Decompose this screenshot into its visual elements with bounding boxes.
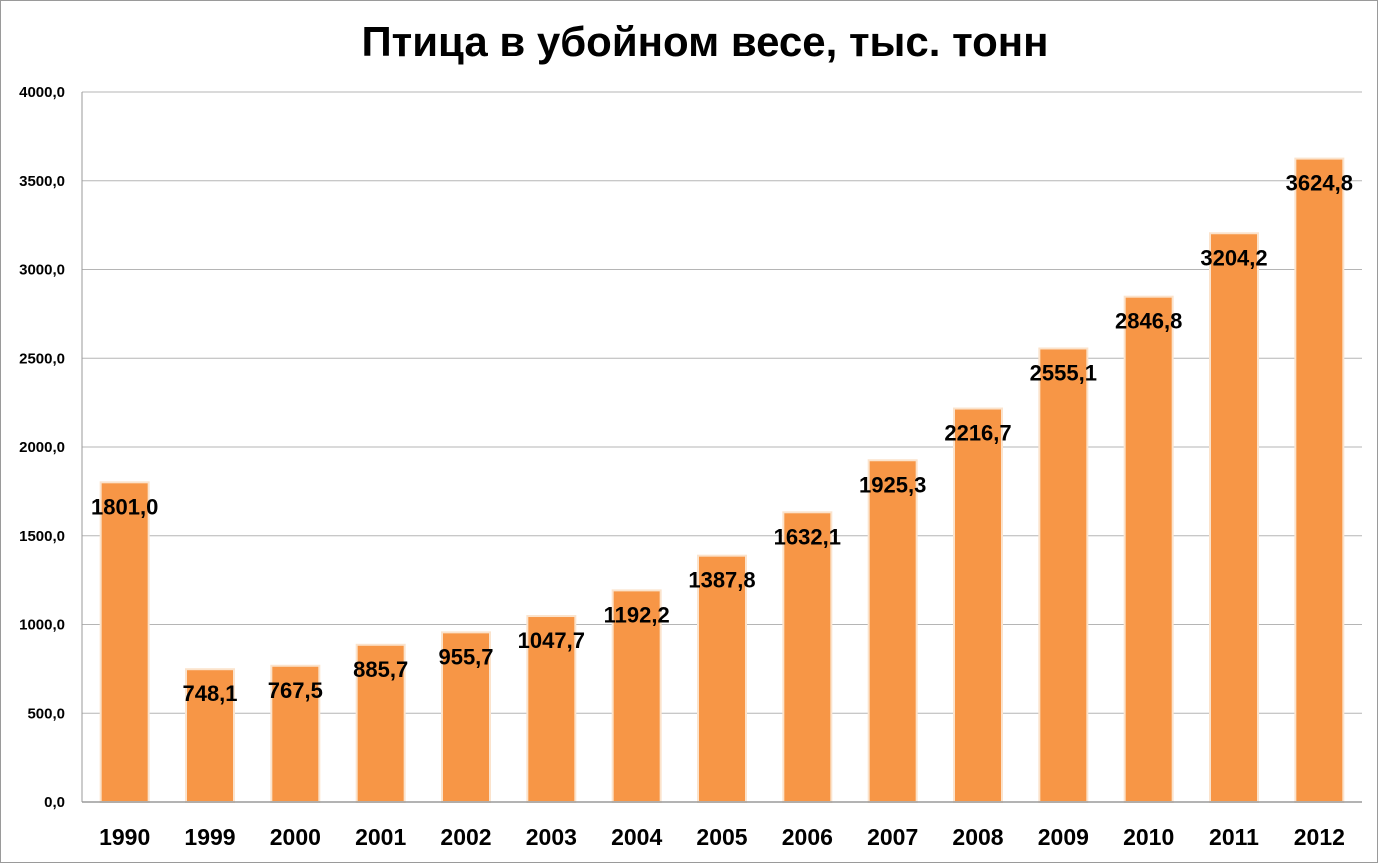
- x-tick-label-2011: 2011: [1209, 824, 1259, 850]
- bar-2008: [953, 407, 1003, 803]
- bar-1990: [99, 481, 150, 803]
- x-tick-label-1990: 1990: [99, 824, 150, 850]
- x-tick-label-2007: 2007: [867, 824, 918, 850]
- bar-2011: [1209, 232, 1259, 803]
- data-label-2008: 2216,7: [944, 421, 1011, 446]
- data-label-2001: 885,7: [353, 657, 408, 682]
- data-label-2012: 3624,8: [1286, 171, 1353, 196]
- x-tick-label-2012: 2012: [1294, 824, 1345, 850]
- y-tick-label-4: 2000,0: [19, 439, 65, 456]
- bar-2009: [1038, 347, 1089, 803]
- y-tick-label-3: 1500,0: [19, 528, 65, 545]
- y-tick-label-6: 3000,0: [19, 262, 65, 279]
- data-label-2000: 767,5: [268, 678, 323, 703]
- data-label-1990: 1801,0: [91, 494, 158, 519]
- x-tick-label-1999: 1999: [184, 824, 235, 850]
- bar-2002: [441, 631, 491, 803]
- y-tick-label-2: 1000,0: [19, 617, 65, 634]
- data-label-2007: 1925,3: [859, 472, 926, 497]
- x-tick-label-2005: 2005: [696, 824, 747, 850]
- data-label-2010: 2846,8: [1115, 309, 1182, 334]
- data-label-1999: 748,1: [182, 681, 237, 706]
- x-tick-label-2004: 2004: [611, 824, 662, 850]
- data-label-2006: 1632,1: [774, 524, 841, 549]
- y-tick-label-0: 0,0: [44, 794, 65, 811]
- data-label-2003: 1047,7: [518, 628, 585, 653]
- data-label-2002: 955,7: [438, 644, 493, 669]
- x-tick-label-2008: 2008: [952, 824, 1003, 850]
- x-tick-label-2003: 2003: [526, 824, 577, 850]
- y-tick-label-1: 500,0: [27, 705, 65, 722]
- y-tick-label-5: 2500,0: [19, 350, 65, 367]
- y-tick-label-8: 4000,0: [19, 84, 65, 101]
- x-tick-label-2009: 2009: [1038, 824, 1089, 850]
- data-label-2005: 1387,8: [688, 568, 755, 593]
- bar-2000: [270, 664, 321, 803]
- bar-2012: [1294, 157, 1345, 803]
- bar-2010: [1123, 295, 1174, 803]
- x-tick-label-2002: 2002: [440, 824, 491, 850]
- bar-2006: [782, 511, 833, 803]
- x-tick-label-2010: 2010: [1123, 824, 1174, 850]
- data-label-2009: 2555,1: [1030, 360, 1097, 385]
- chart-title: Птица в убойном весе, тыс. тонн: [361, 18, 1049, 65]
- x-tick-label-2001: 2001: [355, 824, 406, 850]
- bar-2004: [611, 589, 662, 804]
- x-tick-label-2006: 2006: [782, 824, 833, 850]
- bar-2005: [697, 554, 747, 804]
- data-label-2011: 3204,2: [1200, 245, 1267, 270]
- y-tick-label-7: 3500,0: [19, 173, 65, 190]
- x-tick-label-2000: 2000: [270, 824, 321, 850]
- bar-2007: [867, 459, 918, 803]
- data-label-2004: 1192,2: [604, 602, 670, 627]
